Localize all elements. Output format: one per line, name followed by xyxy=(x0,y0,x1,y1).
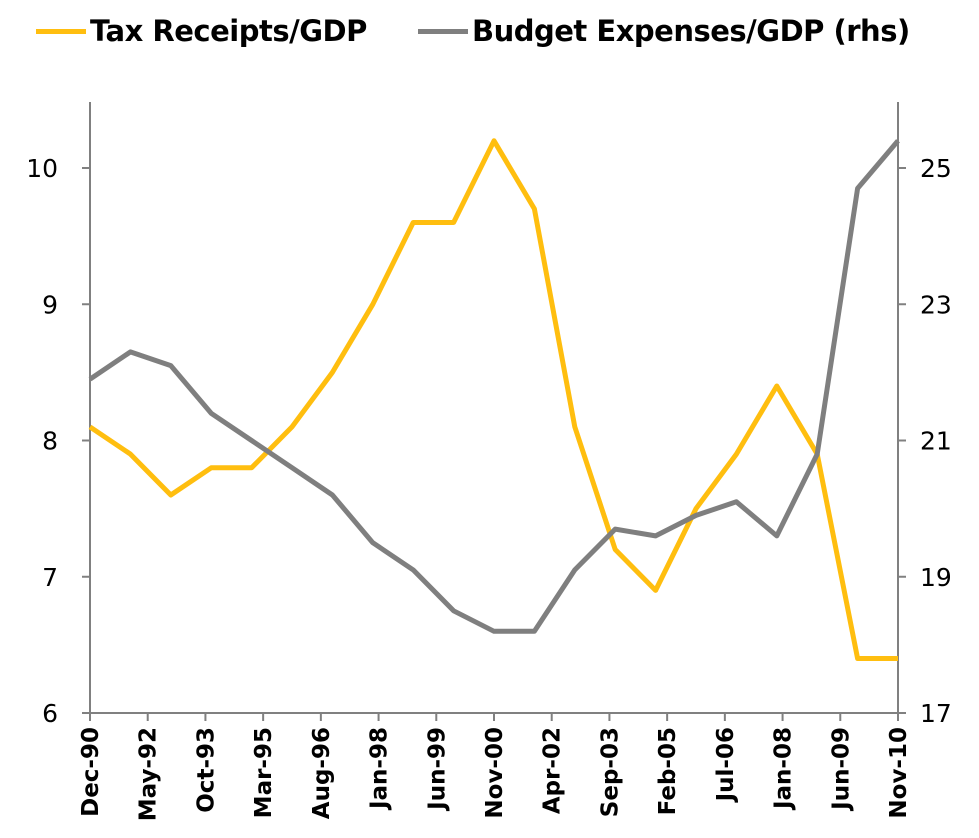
y-tick-label-left: 10 xyxy=(26,154,58,183)
x-tick-label: Feb-05 xyxy=(655,727,681,815)
y-tick-label-right: 23 xyxy=(920,290,952,319)
x-tick-label: Jun-99 xyxy=(424,727,450,812)
y-tick-label-left: 8 xyxy=(42,427,58,456)
y-tick-label-left: 6 xyxy=(42,699,58,728)
y-tick-label-right: 19 xyxy=(920,563,952,592)
legend-swatch-expenses xyxy=(418,28,468,34)
series-line-tax-receipts xyxy=(88,138,898,661)
legend-item-expenses: Budget Expenses/GDP (rhs) xyxy=(418,14,910,48)
x-tick-label: Dec-90 xyxy=(78,727,104,817)
legend-label-expenses: Budget Expenses/GDP (rhs) xyxy=(472,14,910,48)
x-tick-label: Jul-06 xyxy=(713,727,739,803)
y-tick-label-right: 17 xyxy=(920,699,952,728)
x-tick-label: Nov-10 xyxy=(886,727,912,819)
y-tick-label-right: 21 xyxy=(920,427,952,456)
x-tick-label: Oct-93 xyxy=(193,727,219,813)
legend-label-tax: Tax Receipts/GDP xyxy=(90,14,367,48)
x-tick-label: Jun-09 xyxy=(828,727,854,812)
x-tick-label: Aug-96 xyxy=(309,727,335,819)
x-tick-label: Apr-02 xyxy=(540,727,566,814)
legend-item-tax: Tax Receipts/GDP xyxy=(36,14,367,48)
y-tick-label-right: 25 xyxy=(920,154,952,183)
x-tick-label: Jan-98 xyxy=(367,727,393,811)
x-tick-label: Sep-03 xyxy=(597,727,623,817)
y-tick-label-left: 9 xyxy=(42,290,58,319)
x-tick-label: May-92 xyxy=(136,727,162,821)
x-tick-label: Jan-08 xyxy=(771,727,797,811)
legend-swatch-tax xyxy=(36,28,86,34)
series-line-budget-expenses xyxy=(88,139,900,634)
x-tick-label: Nov-00 xyxy=(482,727,508,819)
chart-legend: Tax Receipts/GDP Budget Expenses/GDP (rh… xyxy=(0,0,979,60)
x-tick-label: Mar-95 xyxy=(251,727,277,818)
y-tick-label-left: 7 xyxy=(42,563,58,592)
